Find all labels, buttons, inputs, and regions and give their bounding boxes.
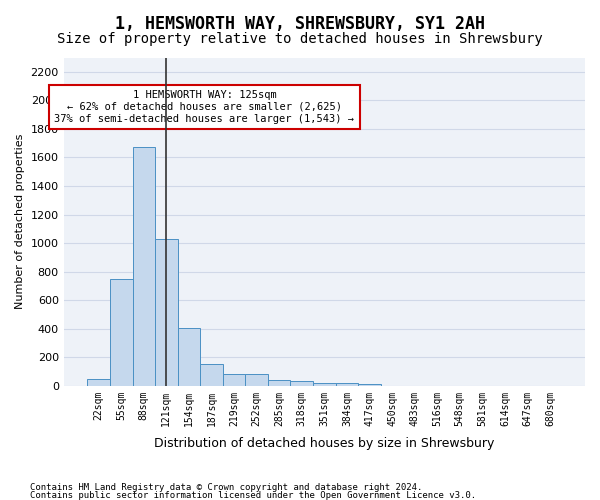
Text: 1, HEMSWORTH WAY, SHREWSBURY, SY1 2AH: 1, HEMSWORTH WAY, SHREWSBURY, SY1 2AH (115, 15, 485, 33)
Text: 1 HEMSWORTH WAY: 125sqm
← 62% of detached houses are smaller (2,625)
37% of semi: 1 HEMSWORTH WAY: 125sqm ← 62% of detache… (55, 90, 355, 124)
Text: Contains public sector information licensed under the Open Government Licence v3: Contains public sector information licen… (30, 490, 476, 500)
Bar (88, 380, 110, 386)
Bar (290, 381, 313, 386)
Bar (335, 383, 358, 386)
Bar (200, 364, 223, 386)
Bar (110, 278, 133, 386)
Bar (133, 146, 155, 386)
Bar (358, 384, 381, 386)
Y-axis label: Number of detached properties: Number of detached properties (15, 134, 25, 310)
Bar (268, 380, 290, 386)
X-axis label: Distribution of detached houses by size in Shrewsbury: Distribution of detached houses by size … (154, 437, 494, 450)
Text: Size of property relative to detached houses in Shrewsbury: Size of property relative to detached ho… (57, 32, 543, 46)
Bar (178, 328, 200, 386)
Bar (155, 239, 178, 386)
Bar (313, 383, 335, 386)
Bar (245, 374, 268, 386)
Text: Contains HM Land Registry data © Crown copyright and database right 2024.: Contains HM Land Registry data © Crown c… (30, 483, 422, 492)
Bar (223, 374, 245, 386)
